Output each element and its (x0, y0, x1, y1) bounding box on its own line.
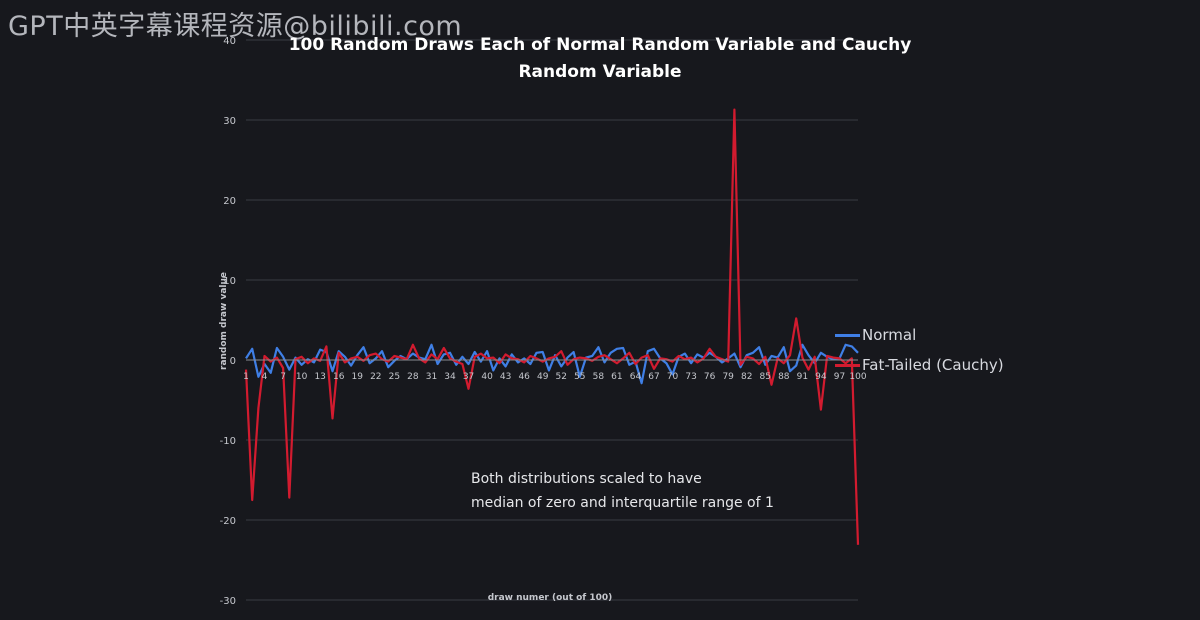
x-tick-label: 40 (481, 372, 493, 382)
y-tick-label: 20 (223, 196, 236, 207)
x-tick-label: 100 (849, 372, 866, 382)
x-tick-label: 94 (815, 372, 827, 382)
annotation: Both distributions scaled to have median… (471, 467, 774, 515)
y-tick-label: 30 (223, 116, 236, 127)
legend-label-cauchy: Fat-Tailed (Cauchy) (862, 356, 1004, 374)
x-tick-label: 61 (611, 372, 622, 382)
legend-item-cauchy: Fat-Tailed (Cauchy) (835, 350, 1004, 380)
watermark: GPT中英字幕课程资源@bilibili.com (8, 11, 463, 42)
x-tick-label: 13 (314, 372, 325, 382)
x-tick-label: 22 (370, 372, 381, 382)
x-tick-label: 55 (574, 372, 585, 382)
x-tick-label: 79 (722, 372, 734, 382)
annotation-line-1: Both distributions scaled to have (471, 471, 702, 487)
x-tick-label: 1 (243, 372, 249, 382)
y-axis-title: random draw value (219, 272, 229, 370)
x-tick-label: 43 (500, 372, 511, 382)
grid-lines (246, 39, 858, 601)
y-tick-label: -30 (220, 596, 236, 607)
x-axis-title: draw numer (out of 100) (487, 593, 613, 603)
x-tick-label: 88 (778, 372, 790, 382)
legend-swatch-normal (835, 333, 860, 337)
x-tick-label: 46 (518, 372, 530, 382)
x-tick-label: 25 (389, 372, 400, 382)
x-tick-label: 37 (463, 372, 474, 382)
annotation-line-2: median of zero and interquartile range o… (471, 495, 774, 511)
x-tick-labels: 1 4 7 10 13 16 19 22 25 28 31 34 37 40 43 46 49 52 55 58 61 6… (243, 372, 867, 382)
chart-title-line-1: 100 Random Draws Each of Normal Random V… (288, 35, 912, 55)
x-tick-label: 31 (426, 372, 437, 382)
chart-title-line-2: Random Variable (518, 62, 682, 82)
y-tick-labels: -30 -20 -10 0 10 20 30 40 (220, 36, 236, 607)
y-tick-label: 0 (230, 356, 236, 367)
y-tick-label: -10 (220, 436, 236, 447)
y-tick-label: 10 (223, 276, 236, 287)
x-tick-label: 70 (667, 372, 679, 382)
x-tick-label: 19 (352, 372, 364, 382)
x-tick-label: 16 (333, 372, 345, 382)
x-tick-label: 82 (741, 372, 752, 382)
x-tick-label: 10 (296, 372, 308, 382)
x-tick-label: 52 (556, 372, 567, 382)
x-tick-label: 73 (685, 372, 696, 382)
legend: Normal Fat-Tailed (Cauchy) (835, 320, 1004, 380)
x-tick-label: 97 (834, 372, 845, 382)
x-tick-label: 4 (262, 372, 268, 382)
x-tick-label: 91 (797, 372, 808, 382)
legend-swatch-cauchy (835, 363, 860, 367)
y-tick-label: 40 (223, 36, 236, 47)
x-tick-label: 67 (648, 372, 659, 382)
x-tick-label: 85 (760, 372, 771, 382)
legend-label-normal: Normal (862, 326, 917, 344)
legend-item-normal: Normal (835, 320, 1004, 350)
x-tick-label: 34 (444, 372, 456, 382)
x-tick-label: 58 (593, 372, 605, 382)
x-tick-label: 28 (407, 372, 419, 382)
x-tick-label: 64 (630, 372, 642, 382)
x-tick-label: 76 (704, 372, 716, 382)
y-tick-label: -20 (220, 516, 236, 527)
x-tick-label: 7 (280, 372, 286, 382)
x-tick-label: 49 (537, 372, 549, 382)
